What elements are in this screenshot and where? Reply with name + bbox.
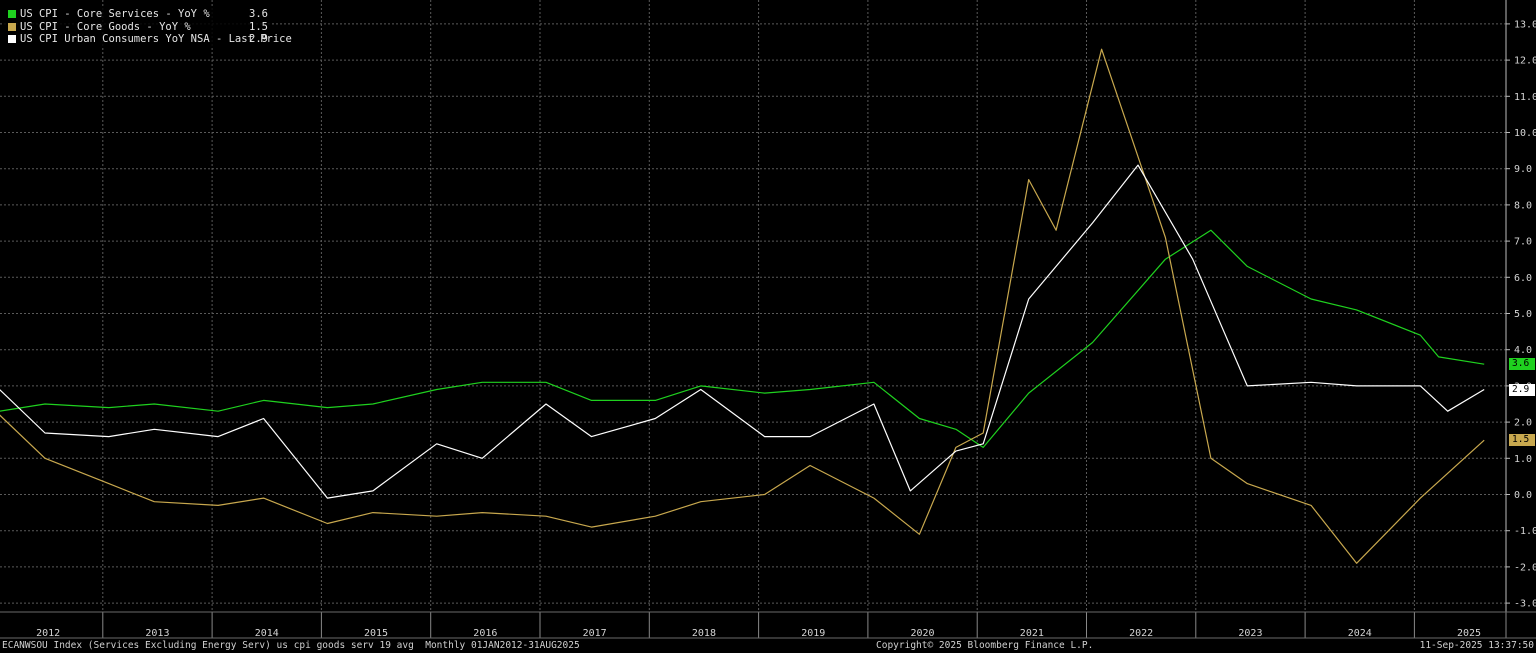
series-line-core-goods <box>0 48 1485 564</box>
y-tick-label: 11.0 <box>1514 92 1536 103</box>
y-tick-label: -3.0 <box>1514 599 1536 610</box>
last-value-tag-core-services: 3.6 <box>1509 358 1535 371</box>
legend-value-core-services: 3.6 <box>249 8 268 20</box>
y-tick-label: 5.0 <box>1514 309 1532 320</box>
x-tick-label: 2025 <box>1457 628 1481 639</box>
last-value-tag-core-goods: 1.5 <box>1509 434 1535 447</box>
legend-value-cpi-urban: 2.9 <box>249 33 268 45</box>
legend-value-core-goods: 1.5 <box>249 20 268 33</box>
y-tick-label: -2.0 <box>1514 562 1536 573</box>
legend-swatch-core-goods <box>8 22 16 31</box>
x-tick-label: 2015 <box>364 628 388 639</box>
x-tick-label: 2012 <box>36 628 60 639</box>
x-tick-label: 2019 <box>801 628 825 639</box>
x-tick-label: 2016 <box>473 628 497 639</box>
x-tick-label: 2017 <box>583 628 607 639</box>
x-tick-label: 2018 <box>692 628 716 639</box>
y-tick-label: 4.0 <box>1514 345 1532 356</box>
y-tick-label: 8.0 <box>1514 200 1532 211</box>
series-line-core-services <box>0 229 1485 448</box>
chart-legend: US CPI - Core Services - YoY % 3.6 US CP… <box>4 7 292 48</box>
legend-label-cpi-urban: US CPI Urban Consumers YoY NSA - Last Pr… <box>20 33 292 45</box>
y-tick-label: 0.0 <box>1514 490 1532 501</box>
y-tick-label: 10.0 <box>1514 128 1536 139</box>
y-tick-label: -1.0 <box>1514 526 1536 537</box>
legend-entry-cpi-urban: US CPI Urban Consumers YoY NSA - Last Pr… <box>8 33 292 46</box>
y-tick-label: 12.0 <box>1514 56 1536 67</box>
x-tick-label: 2013 <box>145 628 169 639</box>
x-tick-label: 2021 <box>1020 628 1044 639</box>
footer-index-description: ECANWSOU Index (Services Excluding Energ… <box>2 640 580 651</box>
x-tick-label: 2024 <box>1348 628 1372 639</box>
legend-label-core-goods: US CPI - Core Goods - YoY % <box>20 20 191 33</box>
legend-swatch-cpi-urban <box>8 35 16 44</box>
last-value-tag-cpi-urban: 2.9 <box>1509 383 1535 396</box>
y-tick-label: 6.0 <box>1514 273 1532 284</box>
y-tick-label: 13.0 <box>1514 19 1536 30</box>
y-tick-label: 1.0 <box>1514 454 1532 465</box>
y-tick-label: 2.0 <box>1514 418 1532 429</box>
legend-label-core-services: US CPI - Core Services - YoY % <box>20 8 210 20</box>
legend-entry-core-services: US CPI - Core Services - YoY % 3.6 <box>8 8 268 21</box>
x-tick-label: 2022 <box>1129 628 1153 639</box>
y-tick-label: 9.0 <box>1514 164 1532 175</box>
legend-swatch-core-services <box>8 10 16 19</box>
legend-entry-core-goods: US CPI - Core Goods - YoY % 1.5 <box>8 21 268 34</box>
x-tick-label: 2020 <box>911 628 935 639</box>
series-line-cpi-urban <box>0 164 1485 499</box>
y-tick-label: 7.0 <box>1514 237 1532 248</box>
footer-timestamp: 11-Sep-2025 13:37:50 <box>1419 640 1534 651</box>
footer-copyright: Copyright© 2025 Bloomberg Finance L.P. <box>876 640 1094 651</box>
x-tick-label: 2023 <box>1238 628 1262 639</box>
x-tick-label: 2014 <box>255 628 279 639</box>
